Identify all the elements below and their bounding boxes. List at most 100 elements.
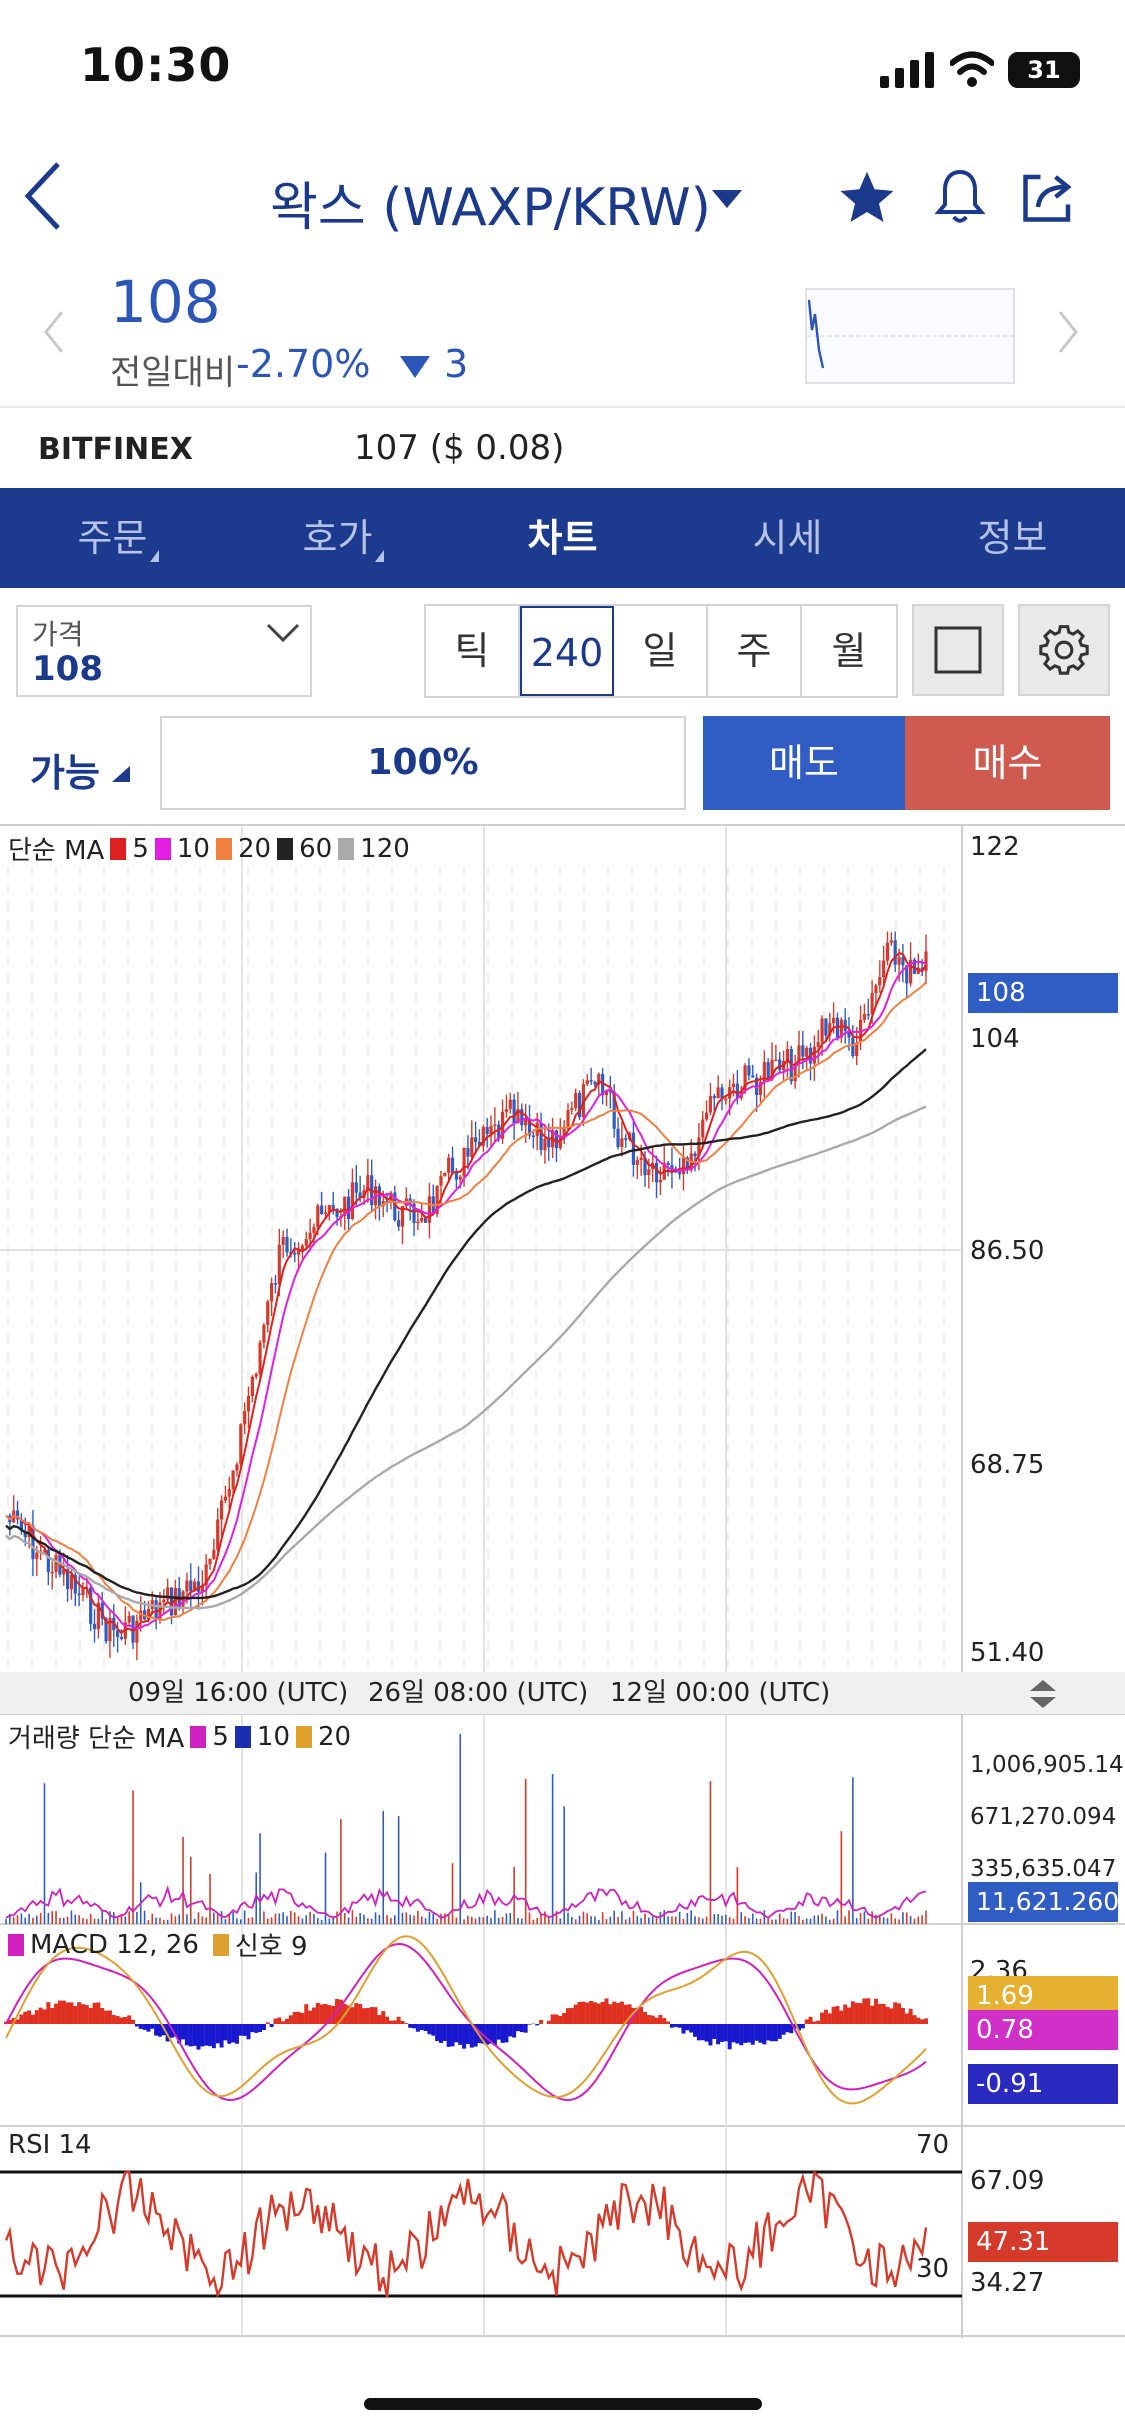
- candle-body: [543, 1138, 547, 1151]
- candle-body: [593, 1081, 597, 1085]
- candle-body: [77, 1593, 81, 1596]
- candle-body: [778, 1059, 782, 1070]
- tab-market-price[interactable]: 시세: [752, 516, 823, 560]
- chart-plot[interactable]: [0, 826, 1125, 2338]
- candle-body: [316, 1205, 320, 1228]
- candle-body: [397, 1220, 401, 1227]
- volume-tag: 11,621.260: [968, 1882, 1119, 1922]
- candle-body: [774, 1059, 778, 1062]
- candle-body: [181, 1591, 185, 1609]
- tab-chart[interactable]: 차트: [527, 516, 598, 560]
- buy-button[interactable]: 매수: [905, 716, 1110, 810]
- candle-body: [666, 1162, 670, 1165]
- candle-body: [358, 1192, 362, 1199]
- candle-body: [893, 940, 897, 965]
- candle-body: [481, 1127, 485, 1146]
- change-label: 전일대비: [110, 353, 236, 393]
- candle-body: [905, 965, 909, 984]
- fullscreen-button[interactable]: [912, 604, 1004, 696]
- candle-body: [793, 1063, 797, 1082]
- candle-body: [716, 1087, 720, 1099]
- pane-resize-icon[interactable]: [1030, 1680, 1056, 1708]
- candle-body: [712, 1096, 716, 1099]
- favorite-star-icon[interactable]: [836, 168, 898, 228]
- rsi-line: [4, 2169, 928, 2299]
- candle-body: [847, 1030, 851, 1038]
- rsi-level-30: 30: [916, 2254, 950, 2284]
- candle-body: [539, 1122, 543, 1151]
- candle-body: [500, 1111, 505, 1139]
- prev-coin-icon[interactable]: [42, 310, 66, 354]
- time-label: 12일 00:00 (UTC): [610, 1678, 831, 1708]
- interval-week[interactable]: 주: [708, 606, 802, 696]
- bell-icon[interactable]: [930, 166, 990, 228]
- candle-body: [135, 1620, 139, 1643]
- candle-body: [19, 1519, 23, 1531]
- candle-body: [643, 1157, 647, 1176]
- interval-day[interactable]: 일: [614, 606, 708, 696]
- vol-ma5-swatch: [190, 1725, 207, 1748]
- ma120-swatch: [338, 837, 355, 860]
- tab-order[interactable]: 주문: [0, 488, 225, 588]
- candle-body: [889, 940, 893, 943]
- candle-body: [162, 1599, 166, 1603]
- percent-selector[interactable]: 100%: [160, 716, 686, 810]
- candle-body: [254, 1373, 258, 1377]
- tab-info[interactable]: 정보: [977, 516, 1048, 560]
- available-label[interactable]: 가능: [30, 751, 100, 795]
- divider: [0, 406, 1125, 408]
- candle-body: [146, 1609, 151, 1620]
- page-title[interactable]: 왁스 (WAXP/KRW): [270, 178, 711, 238]
- candle-body: [27, 1525, 31, 1538]
- candle-body: [189, 1580, 193, 1592]
- interval-tick[interactable]: 틱: [426, 606, 520, 696]
- signal-swatch: [212, 1933, 229, 1956]
- candle-body: [631, 1132, 636, 1165]
- status-time: 10:30: [80, 38, 232, 92]
- candle-body: [262, 1324, 266, 1343]
- candle-body: [443, 1172, 447, 1177]
- share-icon[interactable]: [1018, 166, 1078, 228]
- candle-body: [89, 1587, 93, 1624]
- candle-body: [35, 1552, 39, 1559]
- sell-button[interactable]: 매도: [703, 716, 905, 810]
- chart-area[interactable]: [0, 824, 1125, 2338]
- chart-settings-button[interactable]: [1018, 604, 1110, 696]
- candle-body: [116, 1630, 120, 1638]
- volume-axis-label: 671,270.094: [970, 1804, 1117, 1830]
- candle-body: [243, 1411, 247, 1425]
- candle-body: [601, 1074, 605, 1096]
- candle-body: [678, 1172, 682, 1175]
- volume-axis-label: 335,635.047: [970, 1856, 1117, 1882]
- candle-body: [50, 1571, 54, 1574]
- candle-body: [46, 1550, 50, 1573]
- candle-body: [485, 1127, 489, 1134]
- candle-body: [231, 1470, 235, 1489]
- candle-body: [577, 1092, 582, 1118]
- price-type-select[interactable]: 가격 108: [16, 605, 312, 697]
- dropdown-caret-icon[interactable]: [712, 190, 742, 208]
- volume-axis-label: 1,006,905.141: [970, 1752, 1125, 1778]
- interval-240[interactable]: 240: [520, 606, 614, 696]
- candle-body: [450, 1157, 455, 1173]
- candle-body: [658, 1179, 662, 1183]
- candle-body: [439, 1176, 443, 1186]
- tab-orderbook[interactable]: 호가: [225, 488, 450, 588]
- ma120-line: [5, 1105, 927, 1610]
- candle-body: [331, 1204, 335, 1209]
- candle-body: [851, 1037, 855, 1057]
- tab-bar: 주문 호가 차트 시세 정보: [0, 488, 1125, 588]
- current-price-tag: 108: [968, 973, 1118, 1013]
- candle-body: [554, 1130, 559, 1149]
- candle-body: [547, 1138, 551, 1148]
- candle-body: [366, 1175, 370, 1191]
- interval-month[interactable]: 월: [831, 629, 867, 673]
- candle-body: [508, 1099, 512, 1110]
- back-icon[interactable]: [22, 160, 66, 232]
- vol-ma10-swatch: [234, 1725, 251, 1748]
- candle-body: [416, 1221, 420, 1224]
- candle-body: [420, 1218, 424, 1222]
- next-coin-icon[interactable]: [1056, 310, 1080, 354]
- candle-body: [423, 1218, 428, 1223]
- candle-body: [639, 1157, 643, 1161]
